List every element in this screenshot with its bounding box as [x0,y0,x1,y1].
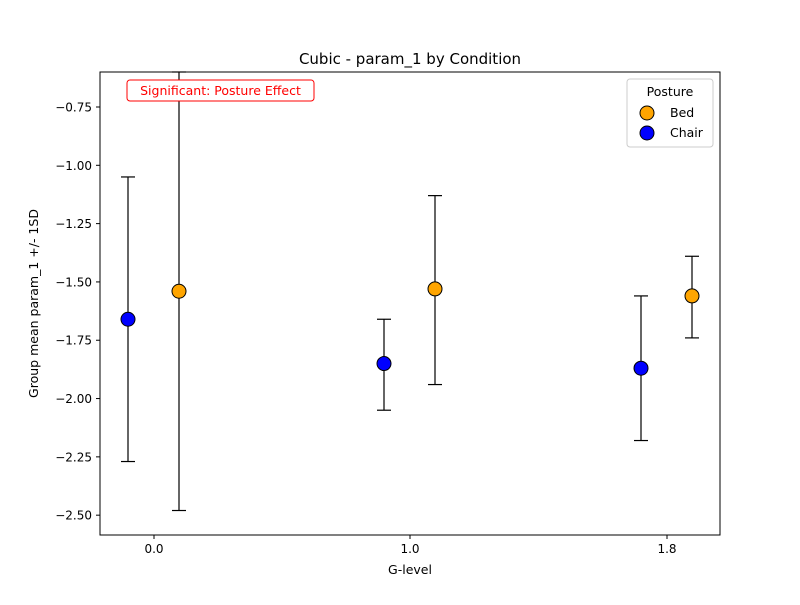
chair-mean-point [120,311,136,327]
bed-mean-point [171,283,187,299]
x-axis-title: G-level [388,562,432,577]
y-tick-label: −0.75 [55,100,92,114]
bed-mean-point [684,288,700,304]
x-tick-label: 1.8 [657,542,676,556]
plot-marks [120,71,700,512]
chair-mean-point [633,360,649,376]
legend: Posture Bed Chair [626,78,714,148]
x-axis-ticks: 0.0 1.0 1.8 [144,535,677,556]
y-axis-ticks: −0.75 −1.00 −1.25 −1.50 −1.75 −2.00 −2.25 −2.50 [55,100,100,523]
bed-mean-point [427,281,443,297]
legend-bed-marker [639,105,655,121]
chair-mean-point [376,356,392,372]
legend-bed-label: Bed [670,105,694,120]
legend-chair-label: Chair [670,125,704,140]
annotation-text: Significant: Posture Effect [140,83,301,98]
x-tick-label: 0.0 [144,542,163,556]
legend-title: Posture [647,84,694,99]
annotation-box: Significant: Posture Effect [126,79,315,102]
y-tick-label: −2.25 [55,450,92,464]
y-axis-title: Group mean param_1 +/- 1SD [26,209,41,398]
legend-chair-marker [639,125,655,141]
chart-title: Cubic - param_1 by Condition [299,50,521,69]
x-tick-label: 1.0 [400,542,419,556]
y-tick-label: −1.50 [55,275,92,289]
y-tick-label: −2.50 [55,509,92,523]
annotation-frame [126,79,315,102]
y-tick-label: −1.75 [55,334,92,348]
y-tick-label: −1.25 [55,217,92,231]
y-tick-label: −2.00 [55,392,92,406]
y-tick-label: −1.00 [55,159,92,173]
